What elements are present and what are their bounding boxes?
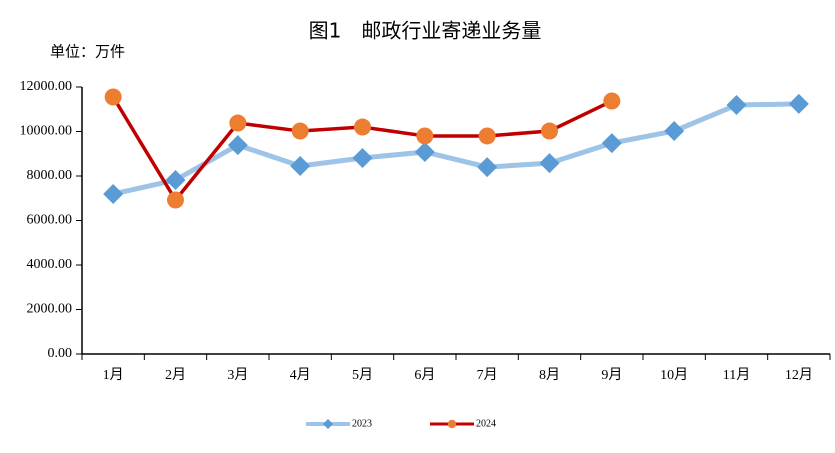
x-tick-label: 4月	[290, 367, 311, 383]
marker	[167, 191, 184, 209]
y-tick-label: 2000.00	[27, 302, 73, 317]
marker	[416, 127, 434, 145]
x-tick-label: 7月	[477, 367, 498, 383]
y-tick-label: 6000.00	[27, 213, 73, 228]
legend-marker	[323, 419, 333, 429]
marker	[291, 122, 309, 140]
x-tick-label: 1月	[103, 367, 124, 383]
x-tick-label: 12月	[785, 367, 813, 383]
marker	[601, 133, 622, 154]
marker	[541, 122, 558, 140]
series-line	[112, 101, 799, 197]
marker	[477, 157, 498, 178]
marker	[227, 135, 248, 156]
marker	[165, 170, 186, 191]
y-tick-label: 12000.00	[20, 79, 73, 94]
marker	[788, 93, 809, 114]
marker	[478, 127, 496, 145]
x-tick-label: 9月	[601, 367, 622, 383]
marker	[664, 121, 685, 142]
marker	[352, 147, 373, 168]
y-tick-label: 10000.00	[20, 124, 73, 139]
x-tick-label: 5月	[352, 367, 373, 383]
x-tick-label: 11月	[723, 367, 750, 383]
x-tick-label: 3月	[227, 367, 248, 383]
marker	[414, 141, 435, 162]
marker	[354, 118, 371, 136]
marker	[290, 155, 311, 176]
marker	[603, 92, 621, 110]
x-tick-label: 6月	[414, 367, 435, 383]
y-tick-label: 8000.00	[27, 168, 73, 183]
chart-title: 图1 邮政行业寄递业务量	[309, 19, 542, 43]
marker	[103, 184, 124, 205]
legend-label: 2023	[352, 418, 372, 429]
x-tick-label: 8月	[539, 367, 560, 383]
y-tick-label: 0.00	[48, 346, 73, 361]
marker	[229, 114, 247, 132]
legend-marker	[447, 419, 457, 429]
x-tick-label: 2月	[165, 367, 186, 383]
legend-label: 2024	[476, 418, 496, 429]
marker	[539, 153, 560, 174]
y-tick-label: 4000.00	[27, 257, 73, 272]
y-axis-label: 单位：万件	[50, 43, 125, 61]
marker	[726, 95, 747, 116]
x-tick-label: 10月	[660, 367, 688, 383]
marker	[104, 88, 122, 106]
